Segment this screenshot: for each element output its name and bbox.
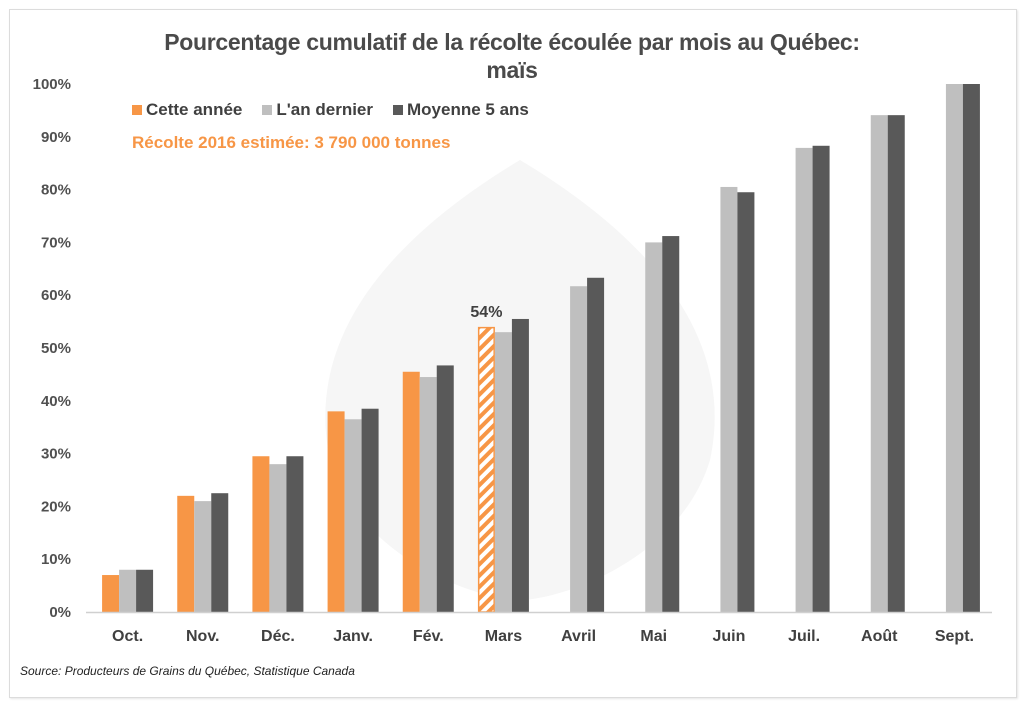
bar-cette-ann-e-1: [177, 495, 195, 612]
bar-l-an-dernier-6: [570, 286, 588, 612]
y-tick-label: 0%: [49, 604, 71, 621]
y-tick-label: 60%: [41, 287, 71, 304]
harvest-estimate-note: Récolte 2016 estimée: 3 790 000 tonnes: [132, 133, 451, 152]
x-tick-label: Mai: [640, 628, 667, 645]
chart-title-line1: Pourcentage cumulatif de la récolte écou…: [164, 29, 860, 55]
x-tick-label: Mars: [485, 628, 522, 645]
bar-l-an-dernier-11: [945, 84, 963, 612]
bar-l-an-dernier-4: [419, 377, 437, 612]
legend-item-an-dernier: L'an dernier: [262, 100, 373, 120]
bar-l-an-dernier-7: [645, 242, 663, 612]
x-tick-label: Sept.: [935, 628, 974, 645]
bar-moyenne-5-ans-0: [136, 569, 154, 612]
bar-l-an-dernier-0: [119, 569, 137, 612]
bar-moyenne-5-ans-6: [587, 277, 605, 612]
bar-cette-ann-e-2: [252, 456, 270, 612]
y-tick-label: 40%: [41, 393, 71, 410]
bar-moyenne-5-ans-4: [436, 365, 454, 612]
chart-subtitle: maïs: [486, 57, 538, 83]
y-tick-label: 50%: [41, 340, 71, 357]
x-tick-label: Oct.: [112, 628, 143, 645]
x-tick-label: Fév.: [413, 628, 444, 645]
bar-cette-ann-e-5: [477, 326, 495, 613]
bar-l-an-dernier-10: [870, 115, 888, 612]
y-tick-label: 70%: [41, 234, 71, 251]
chart-title: Pourcentage cumulatif de la récolte écou…: [0, 28, 1024, 84]
x-tick-label: Juin: [712, 628, 745, 645]
data-label-mars: 54%: [470, 304, 502, 321]
x-axis: Oct. Nov. Déc. Janv. Fév. Mars Avril Mai Juin Jui…: [112, 628, 974, 645]
bar-moyenne-5-ans-5: [511, 318, 529, 612]
bar-l-an-dernier-5: [494, 332, 512, 612]
x-tick-label: Janv.: [333, 628, 373, 645]
source-note: Source: Producteurs de Grains du Québec,…: [20, 664, 355, 678]
bar-moyenne-5-ans-9: [812, 145, 830, 612]
x-tick-label: Août: [861, 628, 898, 645]
legend: Cette année L'an dernier Moyenne 5 ans: [132, 100, 549, 120]
legend-label: Cette année: [146, 100, 243, 119]
bar-moyenne-5-ans-3: [361, 408, 379, 612]
bar-cette-ann-e-3: [327, 411, 345, 612]
y-tick-label: 80%: [41, 182, 71, 199]
y-axis: 0% 10% 20% 30% 40% 50% 60% 70% 80% 90% 100%: [33, 76, 71, 621]
bar-moyenne-5-ans-8: [737, 192, 755, 613]
legend-label: Moyenne 5 ans: [407, 100, 529, 119]
bar-cette-ann-e-0: [102, 575, 120, 612]
x-tick-label: Nov.: [186, 628, 219, 645]
bar-moyenne-5-ans-11: [962, 84, 980, 612]
bars: [102, 84, 980, 613]
y-tick-label: 20%: [41, 498, 71, 515]
x-tick-label: Juil.: [788, 628, 820, 645]
y-tick-label: 10%: [41, 551, 71, 568]
bar-moyenne-5-ans-1: [211, 493, 229, 612]
y-tick-label: 100%: [33, 76, 71, 93]
bar-l-an-dernier-9: [795, 147, 813, 612]
bar-moyenne-5-ans-2: [286, 456, 304, 612]
legend-swatch-icon: [132, 105, 142, 115]
legend-swatch-icon: [393, 105, 403, 115]
x-tick-label: Avril: [561, 628, 596, 645]
x-tick-label: Déc.: [261, 628, 295, 645]
data-labels: 54%: [470, 304, 502, 321]
bar-moyenne-5-ans-7: [662, 236, 680, 612]
legend-swatch-icon: [262, 105, 273, 115]
bar-moyenne-5-ans-10: [887, 115, 905, 612]
y-tick-label: 30%: [41, 446, 71, 463]
bar-l-an-dernier-3: [344, 419, 362, 612]
bar-cette-ann-e-4: [402, 371, 420, 612]
bar-l-an-dernier-2: [269, 464, 287, 612]
bar-l-an-dernier-8: [720, 186, 738, 612]
legend-item-moyenne-5-ans: Moyenne 5 ans: [393, 100, 529, 120]
legend-item-cette-annee: Cette année: [132, 100, 242, 120]
y-tick-label: 90%: [41, 129, 71, 146]
legend-label: L'an dernier: [276, 100, 373, 119]
bar-l-an-dernier-1: [194, 501, 212, 612]
